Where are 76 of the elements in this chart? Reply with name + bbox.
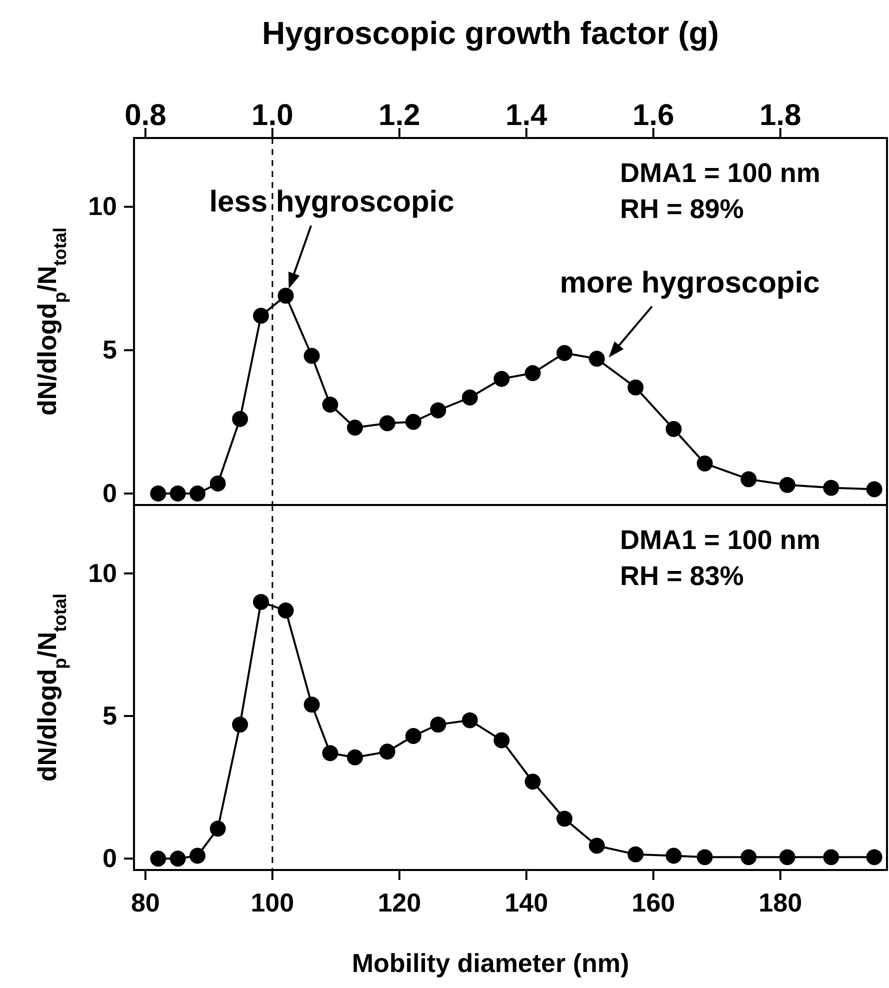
x-tick-label: 180 <box>758 888 802 918</box>
point <box>666 848 682 864</box>
point <box>740 471 757 488</box>
point <box>150 486 166 502</box>
y-tick-label: 0 <box>102 478 117 508</box>
point <box>628 846 644 862</box>
annotation: more hygroscopic <box>560 266 820 300</box>
x-tick-label: 80 <box>130 888 160 918</box>
y-tick-label: 0 <box>102 842 117 873</box>
point <box>556 810 572 827</box>
point <box>210 476 226 492</box>
x-tick-label: 120 <box>378 888 422 918</box>
point <box>494 732 510 748</box>
point <box>779 476 796 493</box>
x2-axis-title: Hygroscopic growth factor (g) <box>262 15 719 51</box>
point <box>696 455 713 472</box>
point <box>232 411 248 427</box>
point <box>170 850 186 867</box>
point <box>278 602 294 618</box>
x-axis-title: Mobility diameter (nm) <box>352 948 630 978</box>
point <box>430 716 446 733</box>
point <box>190 486 206 502</box>
x2-tick-label: 0.8 <box>124 99 166 132</box>
point <box>190 848 206 864</box>
x-tick-label: 140 <box>504 888 548 918</box>
point <box>322 745 338 762</box>
annotation: RH = 83% <box>620 561 744 591</box>
x2-tick-label: 1.8 <box>759 99 802 132</box>
point <box>379 415 396 432</box>
x2-tick-label: 1.4 <box>506 99 548 132</box>
point <box>232 716 248 733</box>
point <box>740 849 757 866</box>
point <box>430 402 446 418</box>
point <box>696 849 713 866</box>
x2-tick-label: 1.0 <box>252 99 294 132</box>
point <box>253 308 269 324</box>
point <box>462 712 478 728</box>
y-tick-label: 10 <box>88 191 117 222</box>
point <box>253 594 269 610</box>
annotation: RH = 89% <box>620 194 744 224</box>
point <box>379 744 396 760</box>
point <box>588 838 605 854</box>
point <box>866 481 882 498</box>
x2-tick-label: 1.2 <box>378 99 420 132</box>
point <box>556 345 572 361</box>
point <box>823 849 840 866</box>
point <box>823 480 840 496</box>
point <box>462 390 478 406</box>
point <box>524 774 541 790</box>
annotation: less hygroscopic <box>209 186 454 219</box>
point <box>322 396 338 413</box>
x2-tick-label: 1.6 <box>632 99 674 132</box>
point <box>405 728 422 744</box>
point <box>588 350 605 367</box>
annotation: DMA1 = 100 nm <box>620 525 820 555</box>
point <box>866 849 882 866</box>
point <box>628 379 644 396</box>
point <box>346 749 363 766</box>
point <box>779 849 796 866</box>
y-tick-label: 5 <box>102 334 117 364</box>
point <box>494 370 510 387</box>
x-tick-label: 160 <box>632 888 676 918</box>
annotation: DMA1 = 100 nm <box>620 158 820 188</box>
point <box>210 820 226 837</box>
point <box>405 414 422 430</box>
point <box>346 420 363 436</box>
x-tick-label: 100 <box>250 888 294 918</box>
y-tick-label: 10 <box>88 558 117 588</box>
point <box>304 696 320 713</box>
point <box>304 348 320 364</box>
point <box>524 365 541 382</box>
point <box>278 288 294 304</box>
point <box>150 850 166 867</box>
y-tick-label: 5 <box>102 700 117 730</box>
point <box>666 421 682 437</box>
point <box>170 486 186 502</box>
